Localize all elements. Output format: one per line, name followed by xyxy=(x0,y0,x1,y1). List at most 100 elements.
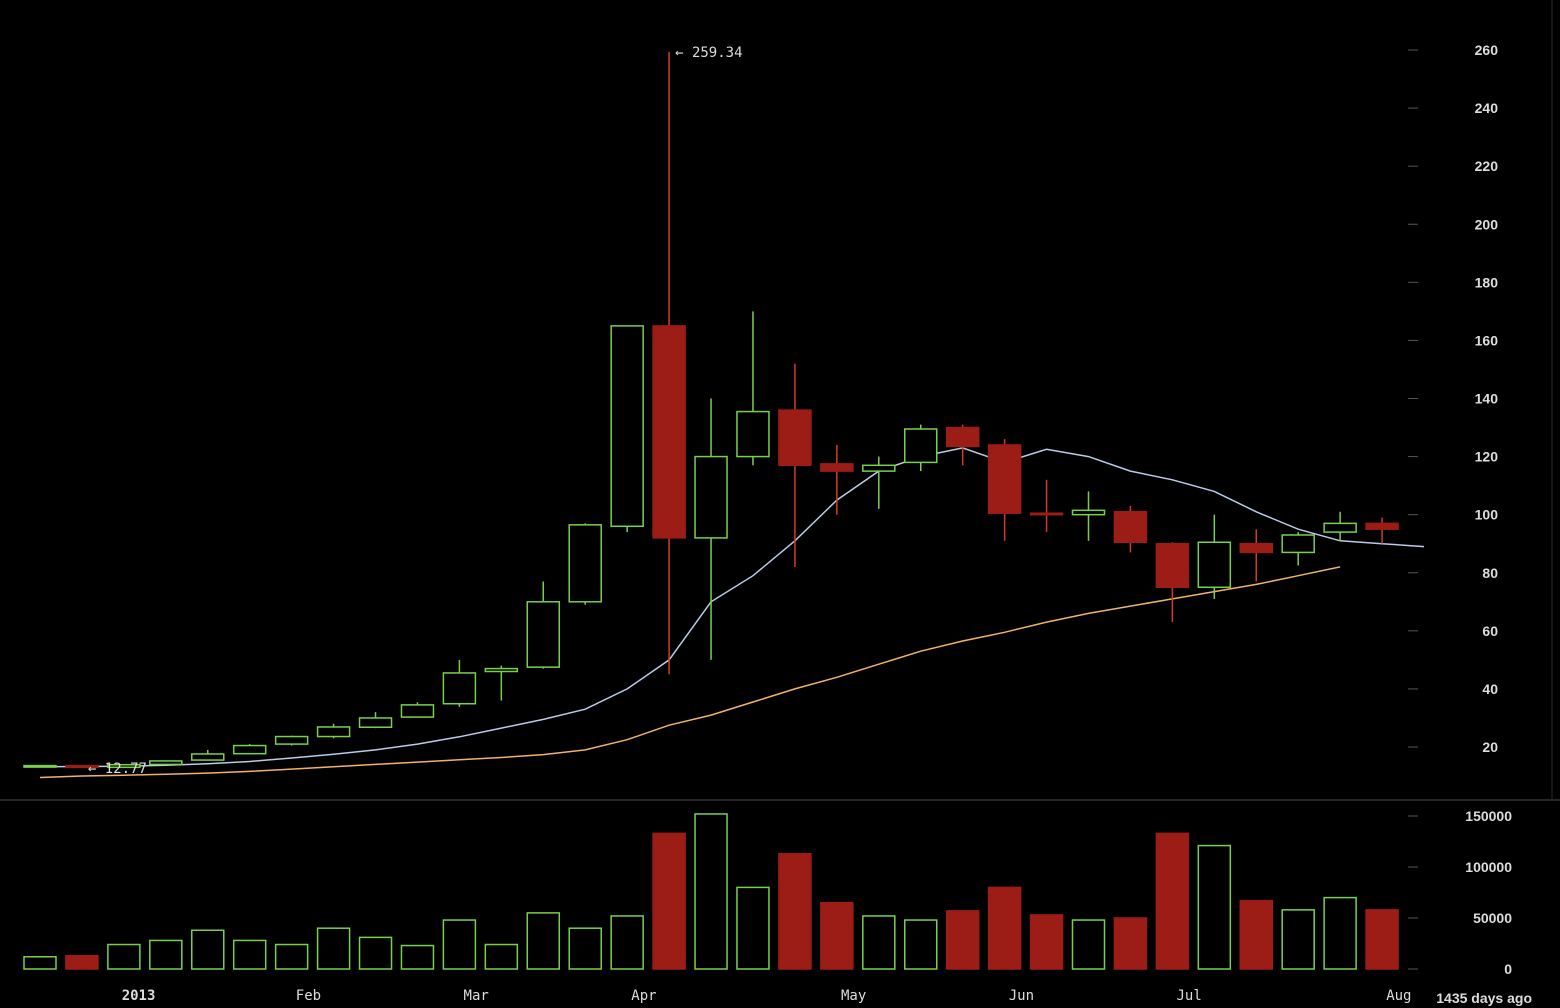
price-tick-label: 100 xyxy=(1475,507,1499,523)
candle-down xyxy=(778,363,812,567)
candle-body xyxy=(65,764,99,769)
time-axis-label: May xyxy=(841,988,866,1004)
volume-bar xyxy=(1323,896,1357,970)
volume-bar xyxy=(568,927,602,970)
volume-bar xyxy=(400,944,435,970)
volume-tick-label: 50000 xyxy=(1473,910,1512,926)
candle-body xyxy=(862,464,896,472)
candle-body xyxy=(484,667,519,673)
price-tick-label: 60 xyxy=(1482,623,1498,639)
candle-up xyxy=(903,424,938,472)
volume-bar xyxy=(820,901,854,970)
candle-body xyxy=(149,760,183,766)
volume-bar xyxy=(191,929,225,970)
price-annotation: ← 259.34 xyxy=(675,45,742,61)
candle-body xyxy=(1113,511,1148,544)
price-tick-label: 220 xyxy=(1475,158,1499,174)
volume-axis: 0 50000 100000 150000 xyxy=(1408,808,1512,977)
candle-up xyxy=(400,702,435,718)
candle-body xyxy=(1323,522,1357,533)
volume-bar xyxy=(1281,909,1315,970)
candle-body xyxy=(23,764,57,768)
candle-body xyxy=(694,455,728,539)
candle-body xyxy=(107,763,141,769)
volume-bar xyxy=(23,956,57,970)
time-axis-label: Jun xyxy=(1009,988,1034,1004)
moving-average-long xyxy=(39,566,1341,779)
candle-up xyxy=(484,665,519,701)
candle-up xyxy=(1281,532,1315,566)
volume-bar xyxy=(778,852,812,970)
volume-bar xyxy=(232,939,267,970)
volume-bar xyxy=(903,919,938,970)
time-axis-label: Aug xyxy=(1386,988,1411,1004)
time-axis-label: Jul xyxy=(1177,988,1202,1004)
candle-up xyxy=(736,311,770,466)
volume-bar xyxy=(274,943,309,970)
price-tick-label: 180 xyxy=(1475,274,1499,290)
candles xyxy=(23,51,1399,769)
candle-down xyxy=(652,51,686,675)
candle-up xyxy=(232,744,267,755)
volume-bar xyxy=(1029,914,1064,970)
candle-up xyxy=(1323,511,1357,541)
candle-down xyxy=(820,444,854,515)
candle-body xyxy=(1197,541,1232,589)
candle-up xyxy=(610,325,644,533)
volume-tick-label: 100000 xyxy=(1465,859,1512,875)
price-annotation: ← 12.77 xyxy=(88,761,147,777)
time-axis-label: Feb xyxy=(296,988,321,1004)
candle-down xyxy=(945,424,980,466)
volume-bar xyxy=(1239,899,1274,970)
candle-body xyxy=(987,444,1022,514)
candle-up xyxy=(862,456,896,509)
candle-body xyxy=(442,672,477,705)
candle-down xyxy=(987,439,1022,541)
candle-down xyxy=(1239,529,1274,582)
candle-body xyxy=(1281,534,1315,554)
time-axis: 2013 Feb Mar Apr May Jun Jul Aug xyxy=(122,988,1412,1004)
candle-up xyxy=(149,760,183,766)
candle-down xyxy=(1155,542,1190,623)
candle-body xyxy=(610,325,644,528)
candle-body xyxy=(358,717,393,729)
candle-up xyxy=(1197,514,1232,599)
volume-bar xyxy=(862,915,896,970)
candle-body xyxy=(1071,509,1106,516)
volume-tick-label: 150000 xyxy=(1465,808,1512,824)
volume-bar xyxy=(652,832,686,970)
time-axis-label: Apr xyxy=(631,988,656,1004)
candle-body xyxy=(274,735,309,745)
volume-bar xyxy=(316,927,351,970)
volume-bar xyxy=(358,936,393,970)
candle-down xyxy=(1365,517,1399,544)
volume-bar xyxy=(1155,832,1190,970)
candle-body xyxy=(736,410,770,458)
volume-bar xyxy=(107,943,141,970)
price-tick-label: 40 xyxy=(1482,681,1498,697)
annotations: ← 259.34 ← 12.77 xyxy=(88,45,743,777)
volume-bar xyxy=(442,919,477,970)
candle-up xyxy=(23,764,57,768)
volume-bar xyxy=(484,943,519,970)
candle-body xyxy=(1239,542,1274,554)
candle-body xyxy=(568,524,602,603)
volume-bar xyxy=(65,954,99,970)
volume-bar xyxy=(694,813,728,970)
volume-bar xyxy=(1113,917,1148,970)
price-tick-label: 240 xyxy=(1475,100,1499,116)
candle-up xyxy=(191,749,225,761)
price-tick-label: 200 xyxy=(1475,216,1499,232)
candle-down xyxy=(1113,505,1148,553)
candle-body xyxy=(316,726,351,738)
candle-body xyxy=(1155,542,1190,589)
price-tick-label: 260 xyxy=(1475,42,1499,58)
price-tick-label: 160 xyxy=(1475,332,1499,348)
volume-bar xyxy=(149,939,183,970)
candle-body xyxy=(652,325,686,539)
volume-bar xyxy=(987,886,1022,970)
price-axis: 20 40 60 80 100 120 140 160 180 200 220 240 260 xyxy=(1408,42,1498,755)
volume-bar xyxy=(1197,844,1232,970)
